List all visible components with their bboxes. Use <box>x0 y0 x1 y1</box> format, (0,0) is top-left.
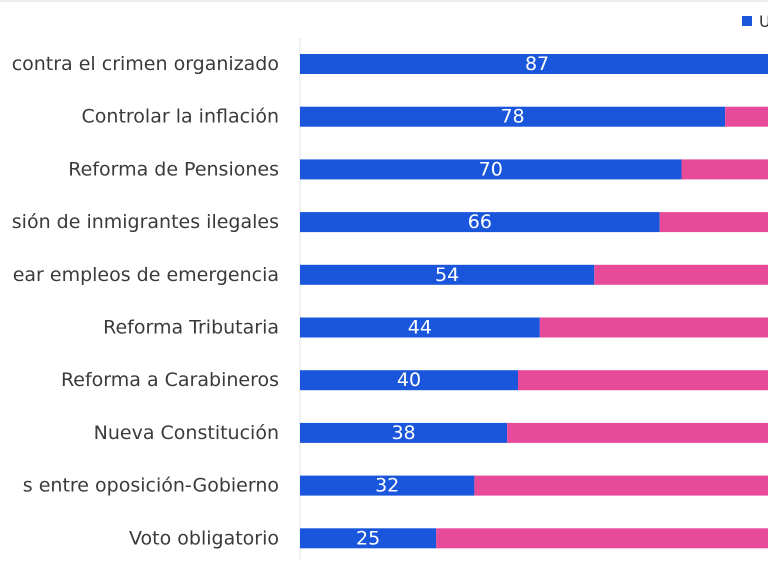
bar-no-urgente-7 <box>518 370 768 391</box>
bar-urgente-4 <box>300 212 660 233</box>
bar-urgente-3 <box>300 159 682 180</box>
bar-urgente-8 <box>300 422 508 443</box>
bar-no-urgente-3 <box>681 159 768 180</box>
value-label-7: 40 <box>397 369 421 391</box>
value-label-5: 54 <box>435 264 459 286</box>
category-label-9: s entre oposición-Gobierno <box>23 475 279 497</box>
value-label-4: 66 <box>468 211 492 233</box>
bar-urgente-10 <box>300 528 437 549</box>
value-label-6: 44 <box>408 317 432 339</box>
category-label-6: Reforma Tributaria <box>103 317 279 339</box>
bar-no-urgente-10 <box>436 528 768 549</box>
category-label-2: Controlar la inflación <box>82 106 279 128</box>
bar-no-urgente-8 <box>507 422 768 443</box>
legend-swatch-urgente <box>742 16 752 26</box>
legend: U <box>742 11 768 31</box>
value-label-3: 70 <box>479 158 503 180</box>
category-label-7: Reforma a Carabineros <box>61 369 279 391</box>
value-label-10: 25 <box>356 527 380 549</box>
category-label-4: sión de inmigrantes ilegales <box>12 211 279 233</box>
category-label-8: Nueva Constitución <box>94 422 279 444</box>
bar-urgente-1 <box>300 54 768 74</box>
bar-urgente-2 <box>300 106 726 127</box>
bar-no-urgente-9 <box>474 475 768 496</box>
bar-no-urgente-6 <box>539 317 768 338</box>
bar-no-urgente-2 <box>725 106 768 127</box>
legend-label-urgente: U <box>759 11 768 31</box>
value-label-2: 78 <box>500 106 524 128</box>
category-label-10: Voto obligatorio <box>129 527 279 549</box>
bar-urgente-9 <box>300 475 475 496</box>
value-label-1: 87 <box>525 53 549 75</box>
top-divider <box>0 0 768 2</box>
category-label-5: ear empleos de emergencia <box>13 264 279 286</box>
bar-urgente-6 <box>300 317 540 338</box>
value-label-8: 38 <box>391 422 415 444</box>
bar-urgente-7 <box>300 370 518 391</box>
value-label-9: 32 <box>375 475 399 497</box>
bar-no-urgente-4 <box>659 212 768 233</box>
bar-no-urgente-5 <box>594 264 768 285</box>
bar-urgente-5 <box>300 264 595 285</box>
category-label-1: contra el crimen organizado <box>12 53 279 75</box>
category-label-3: Reforma de Pensiones <box>68 158 279 180</box>
